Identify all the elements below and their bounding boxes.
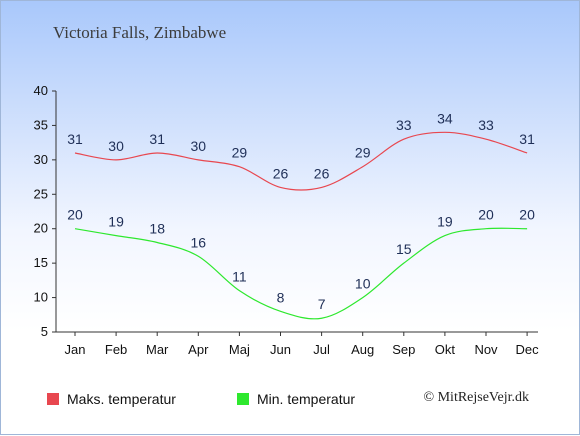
x-tick-label: Jul	[313, 342, 330, 357]
min-temperature-label: 20	[67, 207, 83, 223]
min-temperature-label: 19	[108, 214, 124, 230]
max-temperature-label: 30	[191, 138, 207, 154]
credit-text: © MitRejseVejr.dk	[423, 390, 529, 405]
min-temperature-label: 18	[149, 220, 165, 236]
min-temperature-label: 8	[277, 289, 285, 305]
min-temperature-label: 19	[437, 214, 453, 230]
legend-item-min: Min. temperatur	[237, 390, 355, 408]
x-tick-label: Okt	[435, 342, 456, 357]
min-temperature-label: 10	[355, 276, 371, 292]
legend-label-min: Min. temperatur	[257, 391, 356, 407]
legend-swatch-min	[237, 393, 249, 405]
min-temperature-label: 15	[396, 241, 412, 257]
y-tick-label: 30	[34, 152, 48, 167]
max-temperature-label: 31	[519, 131, 535, 147]
x-tick-label: Feb	[105, 342, 127, 357]
y-tick-label: 15	[34, 255, 48, 270]
max-temperature-label: 33	[478, 117, 494, 133]
x-tick-label: Maj	[229, 342, 250, 357]
min-temperature-label: 20	[478, 207, 494, 223]
max-temperature-label: 33	[396, 117, 412, 133]
y-tick-label: 20	[34, 221, 48, 236]
y-tick-label: 25	[34, 186, 48, 201]
x-tick-label: Jan	[65, 342, 86, 357]
chart-title: Victoria Falls, Zimbabwe	[53, 23, 227, 42]
x-tick-label: Apr	[188, 342, 209, 357]
y-tick-label: 5	[41, 324, 48, 339]
x-tick-label: Sep	[392, 342, 415, 357]
x-tick-label: Nov	[474, 342, 498, 357]
min-temperature-label: 16	[191, 234, 207, 250]
max-temperature-label: 29	[355, 145, 371, 161]
legend-swatch-max	[47, 393, 59, 405]
min-temperature-line	[74, 227, 528, 320]
max-temperature-label: 31	[149, 131, 165, 147]
max-temperature-line	[74, 131, 528, 191]
y-tick-label: 40	[34, 83, 48, 98]
max-temperature-label: 26	[314, 165, 330, 181]
max-temperature-label: 34	[437, 110, 453, 126]
x-tick-label: Jun	[270, 342, 291, 357]
y-tick-label: 10	[34, 290, 48, 305]
x-tick-label: Aug	[351, 342, 374, 357]
max-temperature-label: 26	[273, 165, 289, 181]
min-temperature-label: 7	[318, 296, 326, 312]
legend-item-max: Maks. temperatur	[47, 390, 176, 408]
legend-label-max: Maks. temperatur	[67, 391, 176, 407]
x-tick-label: Dec	[516, 342, 540, 357]
x-tick-label: Mar	[146, 342, 169, 357]
max-temperature-label: 30	[108, 138, 124, 154]
max-temperature-label: 31	[67, 131, 83, 147]
min-temperature-label: 11	[232, 269, 247, 285]
min-temperature-label: 20	[519, 207, 535, 223]
max-temperature-label: 29	[232, 145, 248, 161]
y-tick-label: 35	[34, 117, 48, 132]
